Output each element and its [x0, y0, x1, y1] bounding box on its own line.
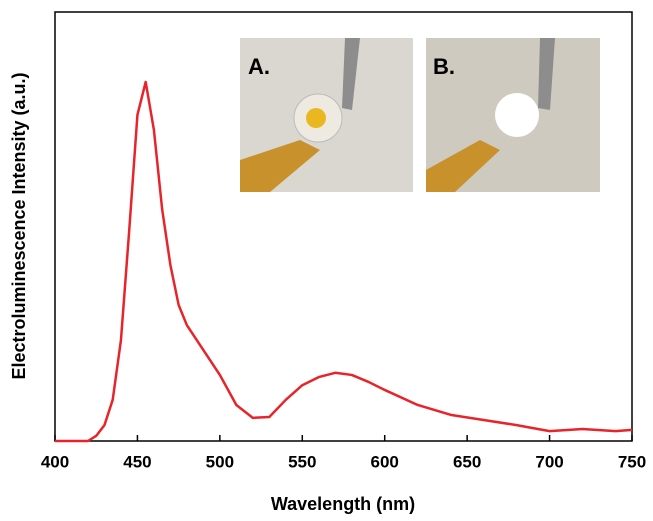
- inset-b: B.: [426, 38, 600, 192]
- x-tick-label: 400: [41, 452, 69, 471]
- plot-frame: [54, 11, 633, 442]
- x-tick-label: 750: [618, 452, 646, 471]
- x-tick-label: 650: [453, 452, 481, 471]
- inset-a: A.: [240, 38, 413, 192]
- x-axis-label: Wavelength (nm): [271, 494, 415, 514]
- x-tick-label: 500: [206, 452, 234, 471]
- x-tick-label: 600: [371, 452, 399, 471]
- x-tick-label: 450: [123, 452, 151, 471]
- line-series: [55, 80, 633, 443]
- inset-label: A.: [248, 54, 270, 79]
- x-tick-label: 550: [288, 452, 316, 471]
- x-tick-label: 700: [535, 452, 563, 471]
- y-axis-label: Electroluminescence Intensity (a.u.): [9, 72, 29, 379]
- inset-label: B.: [433, 54, 455, 79]
